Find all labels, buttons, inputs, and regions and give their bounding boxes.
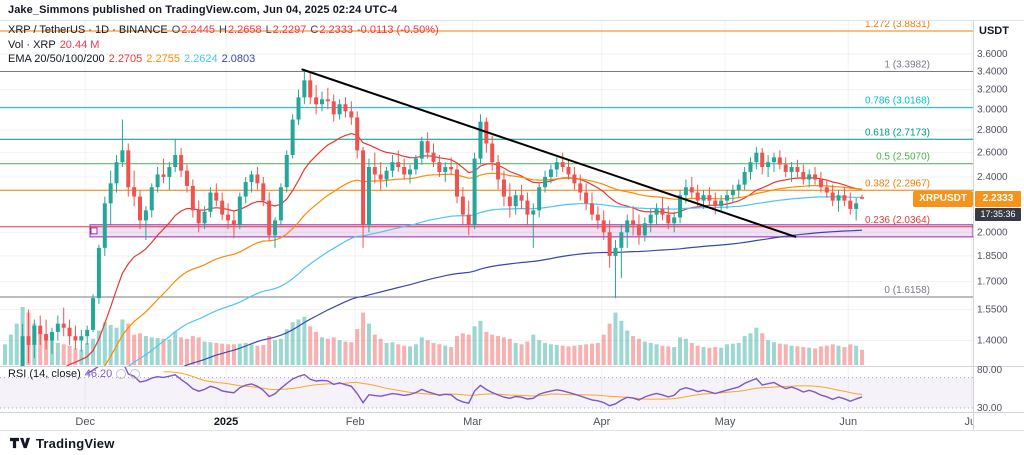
svg-text:0.618 (2.7173): 0.618 (2.7173) — [865, 127, 930, 138]
rsi-label: RSI (14, close) — [8, 368, 81, 380]
symbol-title: XRP / TetherUS · 1D · BINANCE — [8, 24, 168, 36]
ema-label: EMA 20/50/100/200 — [8, 53, 105, 65]
svg-text:1.5500: 1.5500 — [977, 305, 1008, 316]
tradingview-mark-icon — [10, 437, 30, 449]
svg-text:2.6000: 2.6000 — [977, 148, 1008, 159]
time-axis[interactable] — [0, 412, 973, 430]
price-axis[interactable] — [973, 20, 1024, 430]
svg-text:1.4000: 1.4000 — [977, 335, 1008, 346]
svg-text:May: May — [715, 416, 736, 428]
svg-text:3.2000: 3.2000 — [977, 85, 1008, 96]
indicator-hide-icon[interactable] — [116, 369, 127, 379]
svg-text:3.6000: 3.6000 — [977, 49, 1008, 60]
svg-text:Mar: Mar — [463, 416, 482, 428]
tradingview-wordmark: TradingView — [36, 435, 115, 451]
svg-text:1.272 (3.8831): 1.272 (3.8831) — [865, 19, 930, 30]
bar-countdown-badge: 17:35:36 — [975, 208, 1021, 221]
descending-trendline[interactable] — [301, 68, 797, 238]
price-axis-labels: USDT 3.6000 3.4000 3.2000 3.0000 2.8000 2.6000… — [977, 25, 1009, 414]
svg-text:Jun: Jun — [839, 416, 857, 428]
candles-layer — [20, 71, 865, 366]
open-value: 2.2445 — [181, 24, 215, 36]
indicator-settings-icon[interactable] — [130, 369, 141, 379]
volume-bars — [3, 307, 865, 365]
pane-borders — [0, 20, 1024, 430]
svg-text:2025: 2025 — [214, 416, 238, 428]
ema200-value: 2.0803 — [221, 53, 256, 65]
rsi-legend[interactable]: RSI (14, close) 46.20 — [8, 368, 141, 380]
ema100-value: 2.2624 — [183, 53, 218, 65]
attribution-text: Jake_Simmons published on TradingView.co… — [8, 4, 398, 16]
svg-text:80.00: 80.00 — [977, 365, 1002, 376]
change-value: -0.0113 (-0.50%) — [356, 24, 439, 36]
svg-text:Apr: Apr — [593, 416, 610, 428]
open-label: O — [171, 24, 181, 36]
svg-text:2.0000: 2.0000 — [977, 227, 1008, 238]
low-value: 2.2297 — [272, 24, 307, 36]
svg-text:Dec: Dec — [75, 416, 95, 428]
ema-legend[interactable]: EMA 20/50/100/200 2.2705 2.2755 2.2624 2… — [8, 53, 255, 65]
svg-text:0.786 (3.0168): 0.786 (3.0168) — [865, 96, 930, 107]
close-value: 2.2333 — [319, 24, 353, 36]
svg-text:0.236 (2.0364): 0.236 (2.0364) — [865, 215, 930, 226]
last-price-badge: 2.2333 — [975, 191, 1021, 207]
volume-label: Vol · XRP — [8, 39, 56, 51]
svg-text:1 (3.3982): 1 (3.3982) — [884, 59, 930, 70]
svg-text:1.7000: 1.7000 — [977, 277, 1008, 288]
svg-text:0 (1.6158): 0 (1.6158) — [884, 285, 930, 296]
low-label: L — [265, 24, 272, 36]
support-zone — [89, 224, 974, 238]
svg-text:2.8000: 2.8000 — [977, 125, 1008, 136]
svg-text:USDT: USDT — [979, 25, 1009, 37]
svg-text:0.5 (2.5070): 0.5 (2.5070) — [876, 152, 930, 163]
svg-text:2.4000: 2.4000 — [977, 172, 1008, 183]
footer-bar: TradingView — [0, 430, 1024, 455]
tradingview-logo[interactable]: TradingView — [10, 436, 115, 451]
symbol-price-tag: XRPUSDT — [913, 191, 973, 207]
rsi-pane — [0, 366, 973, 409]
svg-text:Jul: Jul — [965, 416, 979, 428]
high-label: H — [218, 24, 227, 36]
svg-text:0.382 (2.2967): 0.382 (2.2967) — [865, 178, 930, 189]
svg-text:Feb: Feb — [346, 416, 365, 428]
svg-text:1.8500: 1.8500 — [977, 251, 1008, 262]
svg-text:3.0000: 3.0000 — [977, 104, 1008, 115]
high-value: 2.2658 — [227, 24, 262, 36]
close-label: C — [310, 24, 319, 36]
ema50-value: 2.2755 — [146, 53, 180, 65]
ema20-value: 2.2705 — [108, 53, 143, 65]
rsi-value: 46.20 — [84, 368, 113, 380]
svg-text:30.00: 30.00 — [977, 403, 1002, 414]
attribution-bar: Jake_Simmons published on TradingView.co… — [0, 0, 1024, 21]
volume-legend[interactable]: Vol · XRP 20.44 M — [8, 39, 99, 51]
time-axis-labels: Dec 2025 Feb Mar Apr May Jun Jul — [75, 416, 979, 428]
volume-value: 20.44 M — [59, 39, 100, 51]
svg-text:3.4000: 3.4000 — [977, 66, 1008, 77]
